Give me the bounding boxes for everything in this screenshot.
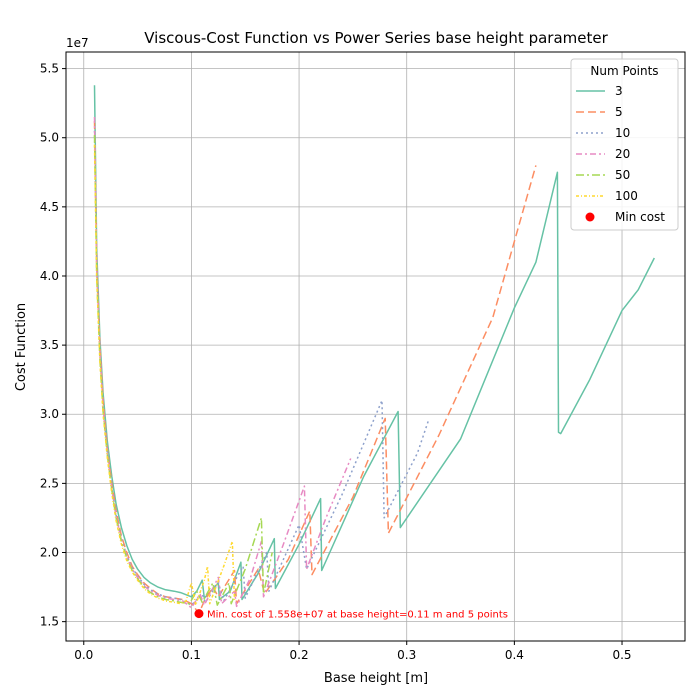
y-tick-label: 4.0 xyxy=(40,269,59,283)
x-tick-label: 0.2 xyxy=(290,648,309,662)
x-tick-label: 0.0 xyxy=(74,648,93,662)
legend-label-min-cost: Min cost xyxy=(615,210,665,224)
y-tick-label: 4.5 xyxy=(40,200,59,214)
legend-swatch-min-cost xyxy=(585,212,595,222)
x-tick-label: 0.5 xyxy=(612,648,631,662)
series-line-5 xyxy=(93,121,537,615)
legend-label-3: 3 xyxy=(615,84,623,98)
y-offset-label: 1e7 xyxy=(66,36,89,50)
y-tick-label: 3.5 xyxy=(40,338,59,352)
y-tick-label: 1.5 xyxy=(40,615,59,629)
legend-label-50: 50 xyxy=(615,168,630,182)
y-tick-label: 2.0 xyxy=(40,546,59,560)
legend-box xyxy=(570,58,679,231)
legend: Num Points 3 5 10 20 50 100 Min cost xyxy=(570,58,679,231)
chart-title: Viscous-Cost Function vs Power Series ba… xyxy=(144,29,608,47)
legend-label-10: 10 xyxy=(615,126,630,140)
y-tick-label: 3.0 xyxy=(40,407,59,421)
ticks: 0.0 0.1 0.2 0.3 0.4 0.5 1.5 2.0 2.5 3.0 3.5 4.0 4.5 5… xyxy=(40,62,632,662)
series-line-3 xyxy=(93,85,655,601)
min-cost-point xyxy=(194,609,204,619)
legend-title: Num Points xyxy=(590,64,658,78)
legend-label-20: 20 xyxy=(615,147,630,161)
min-cost-annotation: Min. cost of 1.558e+07 at base height=0.… xyxy=(207,610,508,621)
plot-frame xyxy=(65,51,686,642)
y-tick-label: 5.0 xyxy=(40,131,59,145)
series-layer xyxy=(93,85,655,615)
grid xyxy=(66,52,685,641)
series-line-20 xyxy=(93,116,352,609)
x-tick-label: 0.3 xyxy=(397,648,416,662)
y-axis-label: Cost Function xyxy=(14,303,29,391)
legend-label-100: 100 xyxy=(615,189,638,203)
y-tick-label: 5.5 xyxy=(40,62,59,76)
x-tick-label: 0.4 xyxy=(505,648,524,662)
series-line-100 xyxy=(93,144,236,606)
y-tick-label: 2.5 xyxy=(40,476,59,490)
x-axis-label: Base height [m] xyxy=(324,671,428,686)
x-tick-label: 0.1 xyxy=(182,648,201,662)
legend-label-5: 5 xyxy=(615,105,623,119)
min-cost-layer: Min. cost of 1.558e+07 at base height=0.… xyxy=(194,609,508,621)
